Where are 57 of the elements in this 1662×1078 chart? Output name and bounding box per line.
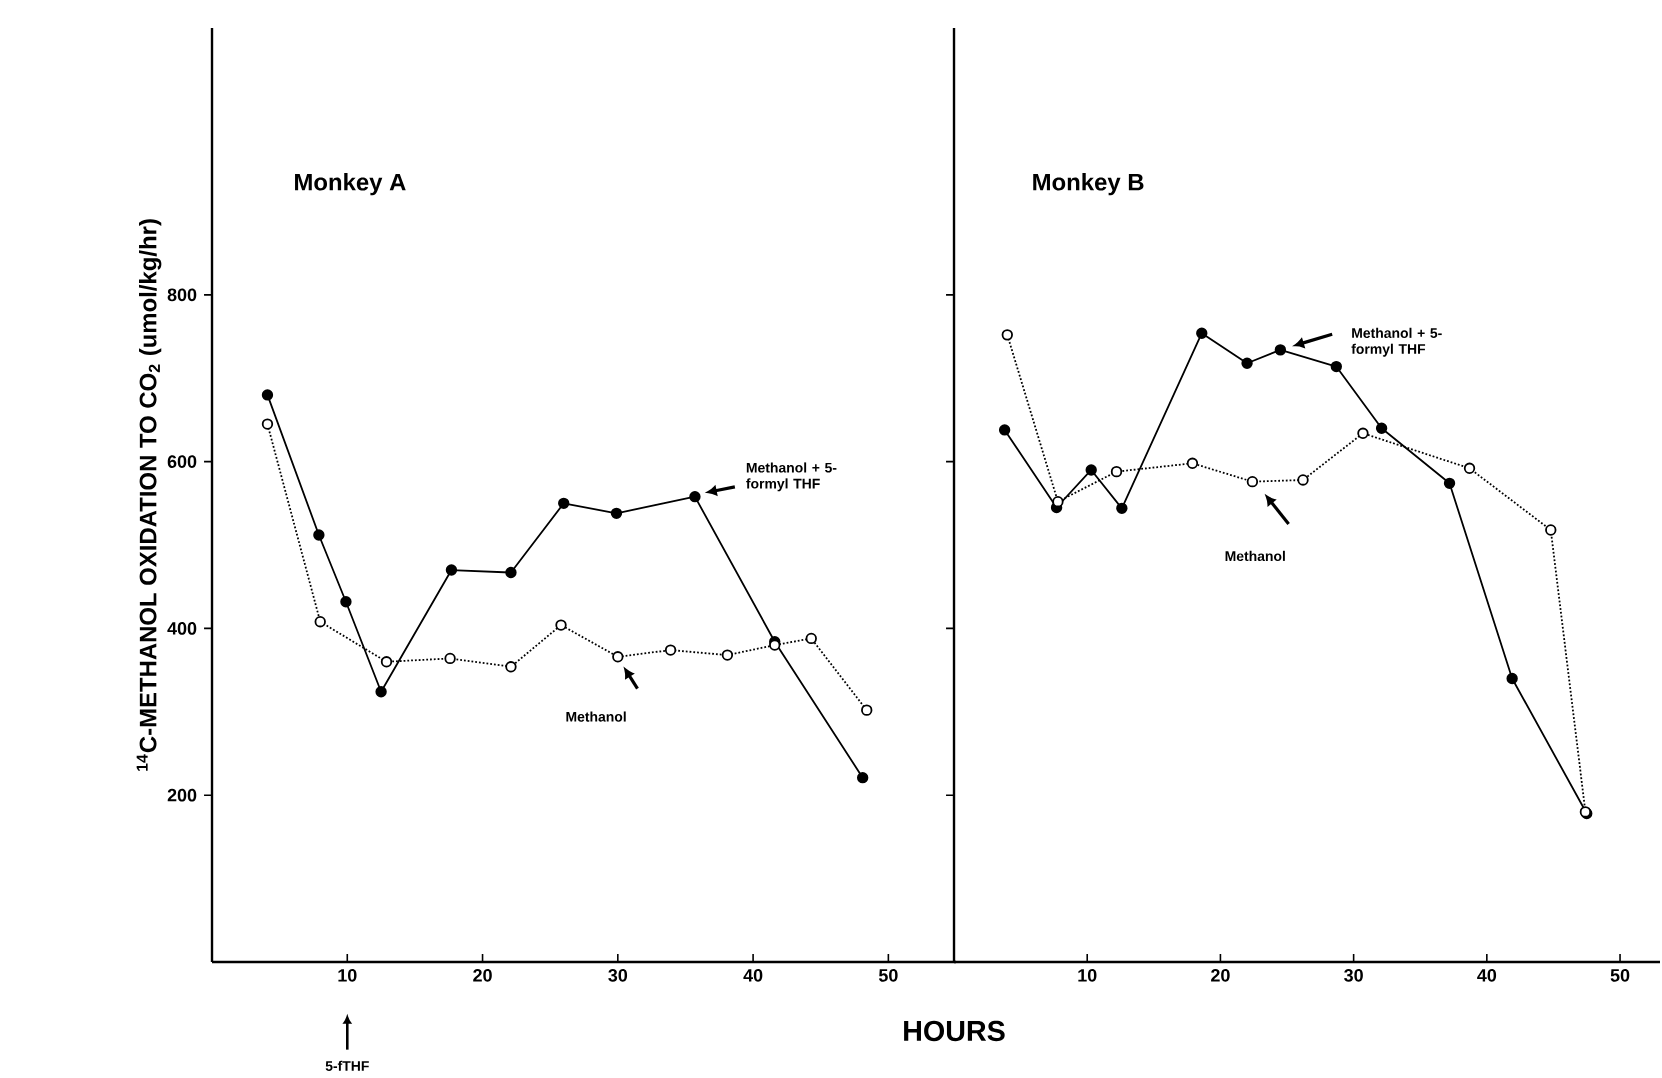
- point: [1297, 474, 1309, 486]
- point: [689, 491, 701, 503]
- point: [261, 389, 274, 401]
- point: [1110, 466, 1123, 478]
- point: [1116, 502, 1128, 515]
- x-tick-label: 10: [338, 969, 357, 982]
- x-axis-title: HOURS: [904, 1021, 1005, 1042]
- point: [1196, 327, 1208, 340]
- point: [380, 656, 393, 668]
- x-tick-label: 20: [1211, 969, 1230, 982]
- point: [314, 616, 326, 628]
- text: Monkey A: [295, 173, 406, 196]
- point: [664, 644, 677, 656]
- point: [1241, 357, 1253, 370]
- point: [1001, 329, 1013, 341]
- x-tick-label: 10: [1078, 969, 1097, 982]
- point: [1330, 361, 1342, 373]
- point: [1463, 462, 1476, 475]
- point: [861, 704, 873, 717]
- point: [610, 507, 623, 520]
- point: [505, 661, 517, 673]
- point: [555, 619, 567, 631]
- point: [721, 649, 734, 661]
- x-tick-label: 20: [473, 969, 492, 982]
- point: [1375, 422, 1388, 435]
- x-tick-label: 50: [1610, 969, 1630, 982]
- point: [1085, 464, 1097, 476]
- point: [558, 497, 570, 510]
- point: [445, 564, 458, 576]
- x-tick-label: 30: [1344, 969, 1363, 982]
- point: [1246, 476, 1259, 488]
- y-tick-label: 400: [167, 622, 197, 635]
- point: [1443, 477, 1456, 490]
- y-tick-label: 200: [167, 789, 197, 802]
- point: [805, 632, 817, 645]
- point: [444, 652, 456, 665]
- point: [1186, 457, 1199, 470]
- point: [1506, 672, 1518, 685]
- point: [1274, 344, 1287, 356]
- point: [261, 418, 274, 430]
- point: [340, 596, 352, 608]
- x-tick-label: 30: [608, 969, 628, 982]
- y-tick-label: 800: [167, 288, 197, 302]
- y-tick-label: 600: [167, 455, 197, 469]
- point: [1545, 524, 1557, 536]
- point: [313, 529, 325, 541]
- text: Monkey B: [1033, 173, 1144, 196]
- x-tick-label: 50: [878, 969, 898, 982]
- y-axis-title: $^{14}$C-METHANOL OXIDATION TO CO$_{2}$ (umol/kg/hr): [136, 219, 162, 772]
- point: [856, 772, 869, 784]
- point: [612, 651, 624, 663]
- point: [505, 567, 517, 579]
- point: [375, 686, 387, 698]
- point: [998, 424, 1011, 436]
- x-tick-label: 40: [743, 969, 763, 982]
- x-tick-label: 40: [1477, 969, 1497, 982]
- point: [1357, 427, 1369, 440]
